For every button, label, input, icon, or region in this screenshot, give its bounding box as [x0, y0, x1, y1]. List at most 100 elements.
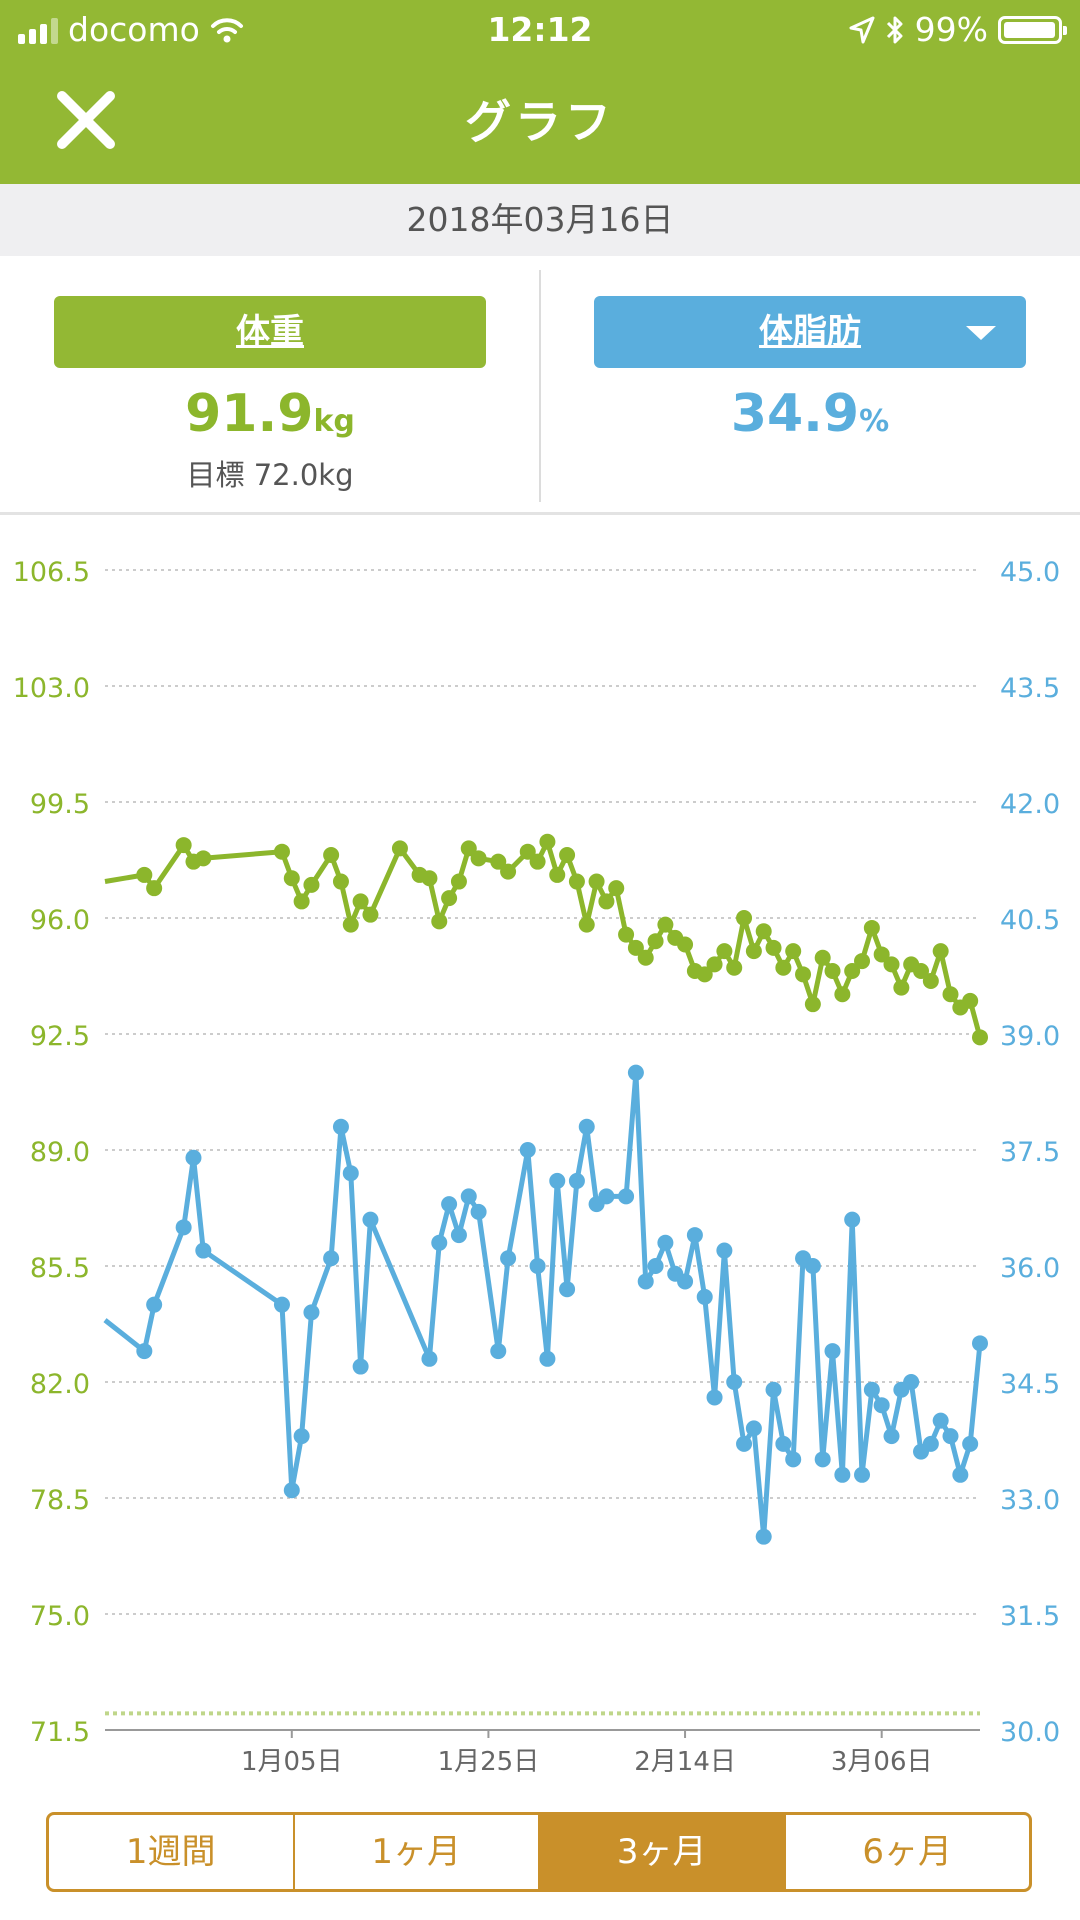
- weight-data-point: [736, 910, 753, 926]
- bodyfat-data-point: [362, 1211, 379, 1228]
- weight-data-point: [814, 949, 831, 966]
- weight-data-point: [136, 866, 153, 883]
- bodyfat-data-point: [618, 1188, 635, 1205]
- weight-data-point: [893, 979, 910, 996]
- bodyfat-data-point: [146, 1296, 163, 1313]
- weight-data-point: [922, 972, 939, 989]
- weight-data-point: [618, 926, 635, 943]
- tab-6-months[interactable]: 6ヶ月: [862, 1832, 953, 1872]
- weight-data-point: [863, 919, 880, 936]
- right-tick-label: 45.0: [1000, 557, 1060, 588]
- weight-data-point: [834, 986, 851, 1003]
- carrier-name: docomo: [68, 10, 200, 49]
- weight-data-point: [588, 873, 605, 890]
- bodyfat-data-point: [834, 1466, 851, 1483]
- weight-data-point: [775, 959, 792, 976]
- right-tick-label: 39.0: [1000, 1021, 1060, 1052]
- weight-data-point: [500, 863, 517, 880]
- weight-data-point: [431, 913, 448, 930]
- weight-data-point: [785, 943, 802, 960]
- weight-data-point: [283, 870, 300, 887]
- weight-data-point: [352, 893, 369, 910]
- header: docomo 12:12 99% グラフ: [0, 0, 1080, 184]
- weight-data-point: [450, 873, 467, 890]
- weight-value: 91.9kg: [0, 384, 540, 444]
- panel-divider: [539, 270, 541, 502]
- bodyfat-data-point: [441, 1196, 458, 1213]
- bodyfat-data-point: [736, 1435, 753, 1452]
- weight-data-point: [608, 880, 625, 897]
- bodyfat-data-point: [932, 1412, 949, 1429]
- bodyfat-data-point: [175, 1219, 192, 1236]
- weight-data-point: [568, 873, 585, 890]
- bodyfat-data-point: [352, 1358, 369, 1375]
- x-tick-label: 3月06日: [831, 1747, 933, 1777]
- tab-3-months[interactable]: 3ヶ月: [540, 1815, 786, 1889]
- bodyfat-data-point: [549, 1172, 566, 1189]
- weight-button[interactable]: 体重: [54, 296, 486, 368]
- weight-data-point: [549, 866, 566, 883]
- left-tick-label: 99.5: [30, 789, 90, 820]
- bodyfat-data-point: [529, 1258, 546, 1274]
- weight-data-point: [932, 943, 949, 960]
- bodyfat-panel: 体脂肪 34.9%: [540, 256, 1080, 512]
- bodyfat-data-point: [657, 1234, 674, 1251]
- bodyfat-data-point: [863, 1381, 880, 1398]
- weight-unit: kg: [313, 404, 355, 439]
- chevron-down-icon[interactable]: [966, 326, 996, 340]
- section-divider: [0, 512, 1080, 515]
- range-segmented-control: 1週間 1ヶ月 3ヶ月 6ヶ月: [46, 1812, 1032, 1892]
- bodyfat-data-point: [470, 1203, 487, 1220]
- bodyfat-data-point: [726, 1374, 743, 1390]
- bodyfat-data-point: [903, 1374, 920, 1390]
- right-tick-label: 34.5: [1000, 1369, 1060, 1400]
- tab-1-month[interactable]: 1ヶ月: [295, 1815, 540, 1889]
- left-tick-label: 71.5: [30, 1717, 90, 1748]
- weight-data-point: [854, 953, 871, 970]
- bodyfat-unit: %: [859, 404, 890, 439]
- bodyfat-data-point: [273, 1296, 290, 1313]
- weight-data-point: [391, 840, 408, 857]
- bodyfat-data-point: [804, 1258, 821, 1274]
- weight-data-point: [726, 959, 743, 976]
- bluetooth-icon: [886, 16, 903, 43]
- weight-data-point: [716, 943, 733, 960]
- bodyfat-data-point: [421, 1350, 438, 1367]
- x-tick-label: 1月25日: [438, 1747, 540, 1777]
- weight-data-point: [696, 966, 713, 983]
- battery-icon: [998, 15, 1067, 44]
- weight-data-point: [519, 843, 536, 860]
- bodyfat-data-point: [677, 1273, 694, 1290]
- tab-1-week[interactable]: 1週間: [49, 1815, 295, 1889]
- weight-data-point: [745, 943, 762, 960]
- weight-data-point: [873, 946, 890, 963]
- left-tick-label: 82.0: [30, 1369, 90, 1400]
- status-time: 12:12: [487, 10, 593, 49]
- page-title: グラフ: [465, 95, 615, 149]
- weight-data-point: [844, 963, 861, 980]
- bodyfat-data-point: [332, 1118, 349, 1135]
- bodyfat-data-point: [283, 1482, 300, 1499]
- bodyfat-button[interactable]: 体脂肪: [594, 296, 1026, 368]
- right-tick-label: 42.0: [1000, 789, 1060, 820]
- close-button[interactable]: [54, 88, 118, 152]
- bodyfat-data-point: [686, 1227, 703, 1244]
- weight-data-point: [942, 986, 959, 1003]
- bodyfat-data-point: [627, 1064, 644, 1081]
- battery-percent: 99%: [914, 10, 988, 49]
- left-tick-label: 103.0: [13, 673, 90, 704]
- date-label: 2018年03月16日: [0, 184, 1080, 256]
- weight-data-point: [578, 916, 595, 933]
- bodyfat-data-point: [972, 1335, 988, 1352]
- bodyfat-data-point: [578, 1118, 595, 1135]
- x-tick-label: 1月05日: [241, 1747, 343, 1777]
- bodyfat-data-point: [696, 1288, 713, 1305]
- left-tick-label: 75.0: [30, 1601, 90, 1632]
- bodyfat-data-point: [490, 1343, 507, 1360]
- weight-data-point: [824, 963, 841, 980]
- weight-data-point: [421, 870, 438, 887]
- weight-data-point: [962, 992, 979, 1009]
- bodyfat-data-point: [637, 1273, 654, 1290]
- bodyfat-data-point: [559, 1281, 576, 1298]
- right-tick-label: 31.5: [1000, 1601, 1060, 1632]
